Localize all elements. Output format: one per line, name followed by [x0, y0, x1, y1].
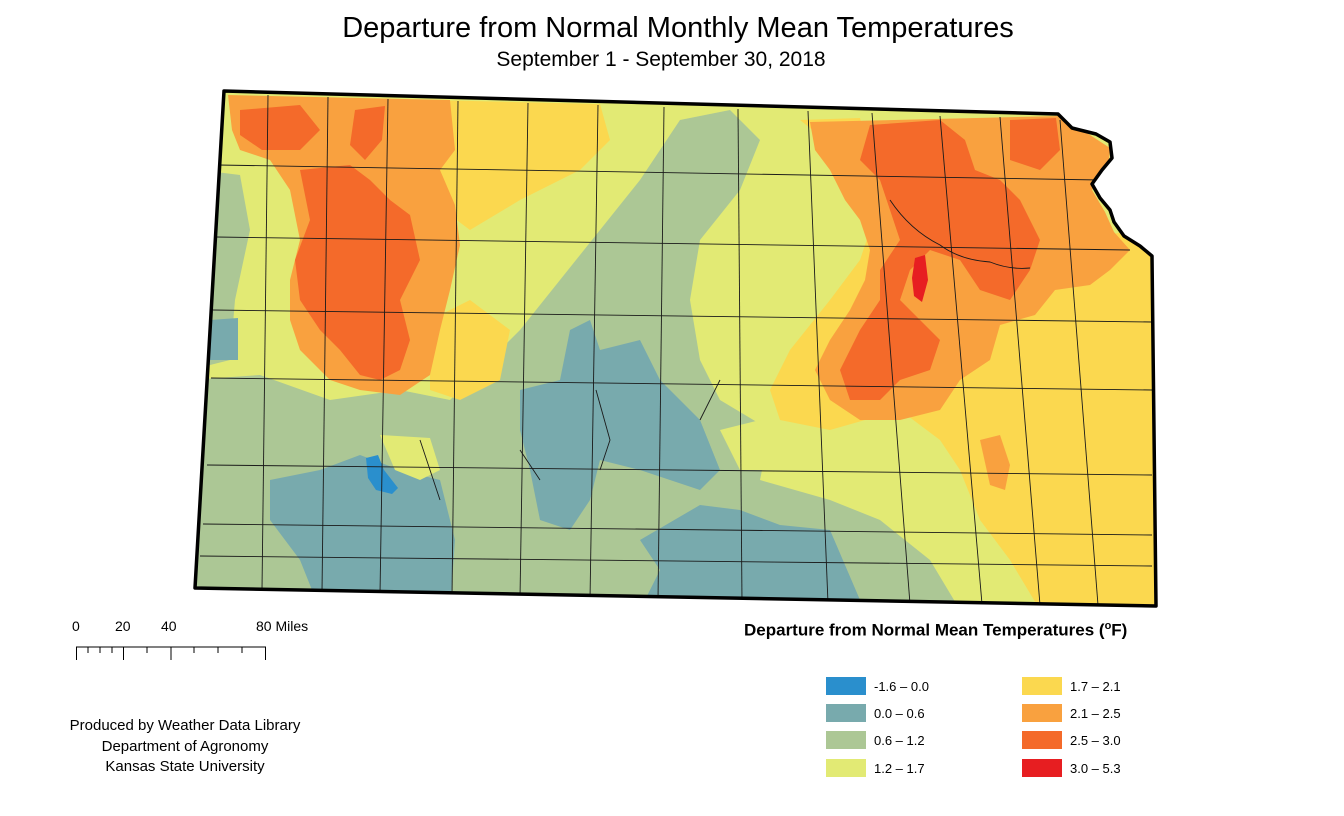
legend-label: -1.6 – 0.0: [874, 678, 929, 694]
scale-bar: 0 20 40 80 Miles: [60, 612, 340, 662]
region-c8: [912, 255, 928, 302]
region-c5: [430, 100, 610, 230]
credit-line-1: Produced by Weather Data Library: [69, 717, 301, 734]
region-c4: [720, 420, 790, 470]
legend-label: 2.1 – 2.5: [1070, 705, 1121, 721]
region-c7: [1010, 118, 1060, 170]
scale-line: [76, 646, 266, 660]
legend-label: 0.6 – 1.2: [874, 732, 925, 748]
legend-swatch: [1022, 759, 1062, 777]
legend-title-text: Departure from Normal Mean Temperatures …: [744, 620, 1105, 640]
map-title: Departure from Normal Monthly Mean Tempe…: [342, 12, 1014, 44]
credit-block: Produced by Weather Data Library Departm…: [30, 716, 340, 778]
legend-item: 1.2 – 1.7: [826, 759, 925, 777]
legend-label: 3.0 – 5.3: [1070, 760, 1121, 776]
region-c5: [430, 300, 510, 400]
temperature-regions: [195, 91, 1156, 606]
legend-swatch: [826, 704, 866, 722]
region-c7: [240, 105, 320, 150]
scale-tick-40: 40: [161, 618, 177, 634]
region-c2: [210, 318, 238, 360]
credit-line-3: Kansas State University: [105, 758, 265, 775]
scale-tick-20: 20: [115, 618, 131, 634]
scale-tick-80: 80 Miles: [256, 618, 309, 634]
legend-swatch: [826, 731, 866, 749]
county-lines: [199, 94, 1153, 606]
credit-line-2: Department of Agronomy: [101, 737, 269, 755]
legend-item: 1.7 – 2.1: [1022, 677, 1121, 695]
legend-item: 0.0 – 0.6: [826, 704, 925, 722]
region-c7: [350, 106, 385, 160]
region-c4: [380, 435, 440, 480]
legend-label: 1.2 – 1.7: [874, 760, 925, 776]
legend-swatch: [1022, 731, 1062, 749]
region-c6: [980, 435, 1010, 490]
legend-label: 1.7 – 2.1: [1070, 678, 1121, 694]
legend-swatch: [826, 677, 866, 695]
legend-title: Departure from Normal Mean Temperatures …: [744, 620, 1127, 641]
map-subtitle: September 1 - September 30, 2018: [496, 48, 826, 71]
legend-swatch: [1022, 677, 1062, 695]
legend-swatch: [1022, 704, 1062, 722]
kansas-state-border: [193, 89, 1158, 608]
region-c2: [520, 320, 720, 530]
legend-item: 3.0 – 5.3: [1022, 759, 1121, 777]
legend-item: 2.5 – 3.0: [1022, 731, 1121, 749]
legend-label: 0.0 – 0.6: [874, 705, 925, 721]
scale-tick-0: 0: [72, 618, 80, 634]
legend-item: 0.6 – 1.2: [826, 731, 925, 749]
region-c7: [840, 120, 1040, 400]
region-c2: [270, 455, 455, 606]
legend-title-unit: F): [1111, 620, 1128, 640]
legend-title-degree: o: [1104, 620, 1112, 632]
legend-item: -1.6 – 0.0: [826, 677, 929, 695]
legend-swatch: [826, 759, 866, 777]
legend-item: 2.1 – 2.5: [1022, 704, 1121, 722]
legend-label: 2.5 – 3.0: [1070, 732, 1121, 748]
